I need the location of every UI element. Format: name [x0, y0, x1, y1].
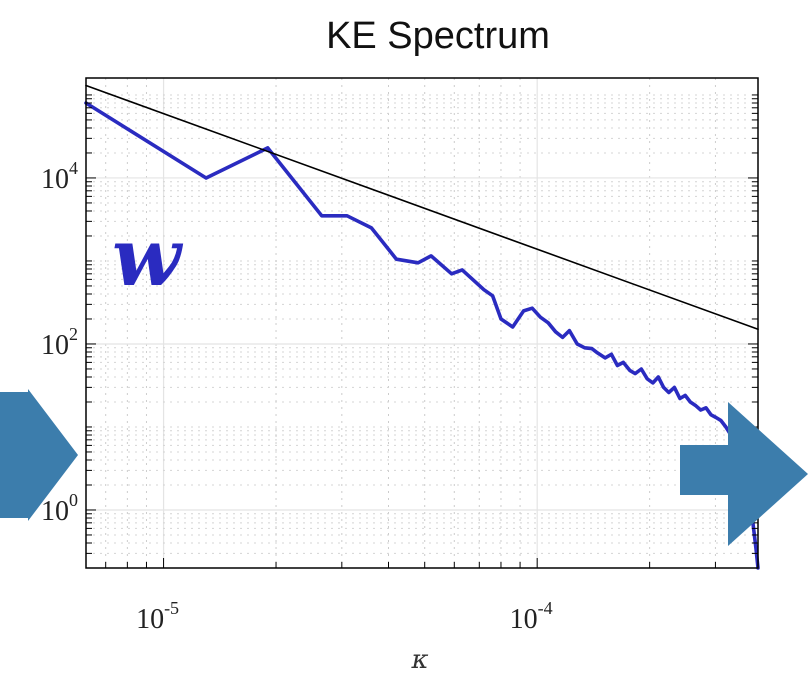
plot-background	[86, 78, 758, 568]
left-arrow-shape	[0, 389, 78, 521]
right-arrow-shape	[680, 402, 808, 546]
y-tick-labels: 100 102 104	[41, 158, 78, 527]
series-layer	[84, 84, 760, 570]
minor-ticks	[86, 94, 758, 569]
reference-slope-line	[85, 84, 759, 331]
grid	[86, 78, 758, 569]
y-tick-label: 100	[41, 490, 78, 527]
y-tick-label: 104	[41, 158, 78, 195]
w-annotation: w	[112, 210, 184, 304]
x-axis-label: κ	[410, 645, 428, 675]
plot-frame	[85, 77, 759, 569]
plot-area	[84, 77, 760, 570]
x-tick-label: 10-4	[510, 598, 553, 635]
x-tick-labels: 10-5 10-4	[136, 598, 553, 635]
chart-title: KE Spectrum	[326, 15, 550, 57]
y-tick-label: 102	[41, 324, 78, 361]
spectrum-line	[84, 101, 760, 570]
x-tick-label: 10-5	[136, 598, 179, 635]
